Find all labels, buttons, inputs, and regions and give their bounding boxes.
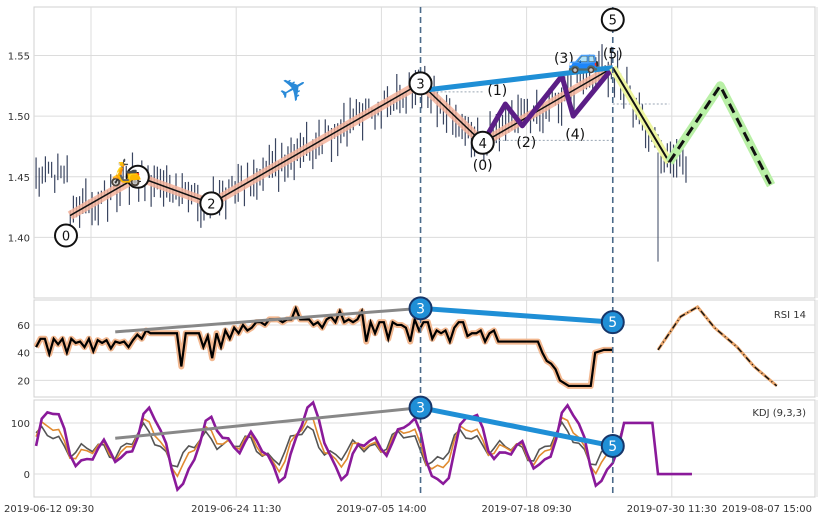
x-tick-label: 2019-06-24 11:30 xyxy=(191,504,281,515)
rsi-tick-label: 20 xyxy=(17,376,30,387)
kdj-d-line xyxy=(35,420,692,475)
wave-point-label: 3 xyxy=(416,77,424,92)
kdj-panel xyxy=(34,400,692,493)
kdj-marker-label: 5 xyxy=(608,439,617,455)
sub-wave-label: (2) xyxy=(516,135,536,151)
price-frame xyxy=(33,6,816,299)
wave-point-label: 2 xyxy=(207,197,215,212)
kdj-grey-trendline xyxy=(115,406,421,440)
sub-wave-line xyxy=(480,66,615,145)
rsi-divergence-line xyxy=(420,305,613,325)
grid-layer xyxy=(33,6,818,498)
rsi-marker-circle xyxy=(408,296,433,321)
x-tick-label: 2019-06-12 09:30 xyxy=(4,504,94,515)
rsi-line xyxy=(35,305,613,388)
kdj-divergence-line xyxy=(420,405,614,449)
rsi-tick-label: 40 xyxy=(17,349,30,360)
x-tick-label: 2019-07-18 09:30 xyxy=(482,504,572,515)
kdj-tick-label: 0 xyxy=(24,470,30,481)
wave-point-circle xyxy=(125,164,150,189)
sub-wave-label: (5) xyxy=(603,47,623,63)
wave-point-circle xyxy=(470,130,495,155)
rsi-marker-circle xyxy=(600,310,625,335)
price-tick-label: 1.50 xyxy=(8,112,30,123)
wave-point-label: 0 xyxy=(62,230,70,245)
wave-point-label: 1 xyxy=(134,171,142,186)
wave-point-label: 5 xyxy=(609,14,617,29)
divergence-line xyxy=(420,65,614,94)
kdj-marker-circle xyxy=(600,433,625,458)
price-tick-label: 1.55 xyxy=(8,52,30,63)
x-tick-label: 2019-07-05 14:00 xyxy=(336,504,426,515)
rsi-marker-label: 5 xyxy=(608,315,617,331)
rsi-title: RSI 14 xyxy=(774,310,806,321)
kdj-title: KDJ (9,3,3) xyxy=(752,408,806,419)
wave-point-circle xyxy=(600,7,625,32)
wave-point-circle xyxy=(54,223,78,248)
price-panel xyxy=(35,44,776,262)
rsi-grey-trendline xyxy=(115,306,421,334)
rsi-marker-label: 3 xyxy=(416,301,425,317)
x-tick-label: 2019-07-30 11:30 xyxy=(627,504,717,515)
sub-wave-label: (0) xyxy=(473,158,493,174)
wave-point-circle xyxy=(408,71,433,96)
kdj-marker-circle xyxy=(408,395,433,420)
sub-wave-label: (3) xyxy=(554,51,574,67)
sub-wave-label: (1) xyxy=(487,83,507,99)
car-icon: 🚙 xyxy=(568,45,600,75)
rsi-panel xyxy=(34,304,778,389)
scooter-icon: 🛵 xyxy=(110,158,142,188)
kdj-k-line xyxy=(35,416,692,478)
projection-dashed xyxy=(668,82,773,186)
kdj-j-line xyxy=(34,400,692,493)
x-tick-label: 2019-08-07 15:00 xyxy=(722,504,812,515)
kdj-marker-label: 3 xyxy=(416,401,425,417)
wave-point-circle xyxy=(199,191,224,216)
rsi-tick-label: 60 xyxy=(17,321,30,332)
price-tick-label: 1.40 xyxy=(8,233,30,244)
kdj-tick-label: 100 xyxy=(11,419,30,430)
rsi-projection-dash xyxy=(657,306,778,387)
projection-line xyxy=(611,67,671,163)
wave-point-label: 4 xyxy=(479,137,487,152)
sub-wave-label: (4) xyxy=(565,127,585,143)
wave-line xyxy=(69,66,614,217)
price-tick-label: 1.45 xyxy=(8,173,30,184)
